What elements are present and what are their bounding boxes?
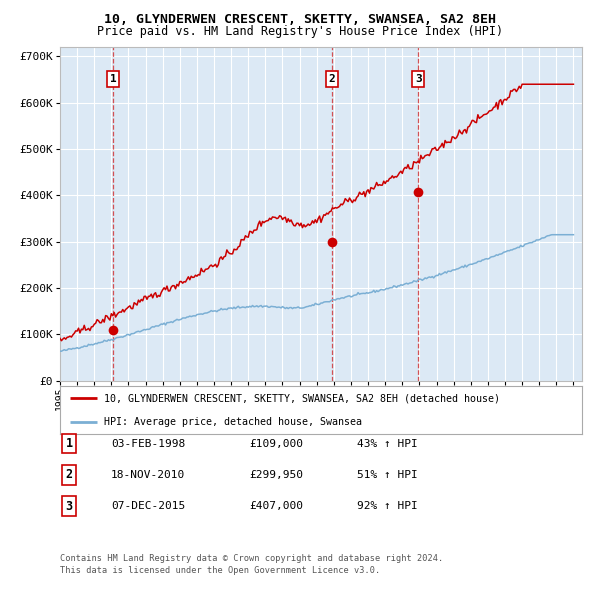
Text: £109,000: £109,000 [249, 439, 303, 448]
Text: 43% ↑ HPI: 43% ↑ HPI [357, 439, 418, 448]
Text: Contains HM Land Registry data © Crown copyright and database right 2024.: Contains HM Land Registry data © Crown c… [60, 555, 443, 563]
Text: 03-FEB-1998: 03-FEB-1998 [111, 439, 185, 448]
Text: 1: 1 [65, 437, 73, 450]
Text: £407,000: £407,000 [249, 502, 303, 511]
Text: 10, GLYNDERWEN CRESCENT, SKETTY, SWANSEA, SA2 8EH (detached house): 10, GLYNDERWEN CRESCENT, SKETTY, SWANSEA… [104, 394, 500, 403]
Text: £299,950: £299,950 [249, 470, 303, 480]
Text: 3: 3 [65, 500, 73, 513]
Text: 1: 1 [110, 74, 116, 84]
Text: Price paid vs. HM Land Registry's House Price Index (HPI): Price paid vs. HM Land Registry's House … [97, 25, 503, 38]
Text: 3: 3 [415, 74, 422, 84]
Text: 92% ↑ HPI: 92% ↑ HPI [357, 502, 418, 511]
Text: 51% ↑ HPI: 51% ↑ HPI [357, 470, 418, 480]
Text: 10, GLYNDERWEN CRESCENT, SKETTY, SWANSEA, SA2 8EH: 10, GLYNDERWEN CRESCENT, SKETTY, SWANSEA… [104, 13, 496, 26]
Text: 07-DEC-2015: 07-DEC-2015 [111, 502, 185, 511]
Text: 2: 2 [328, 74, 335, 84]
Text: 18-NOV-2010: 18-NOV-2010 [111, 470, 185, 480]
Text: HPI: Average price, detached house, Swansea: HPI: Average price, detached house, Swan… [104, 417, 362, 427]
Text: 2: 2 [65, 468, 73, 481]
Text: This data is licensed under the Open Government Licence v3.0.: This data is licensed under the Open Gov… [60, 566, 380, 575]
